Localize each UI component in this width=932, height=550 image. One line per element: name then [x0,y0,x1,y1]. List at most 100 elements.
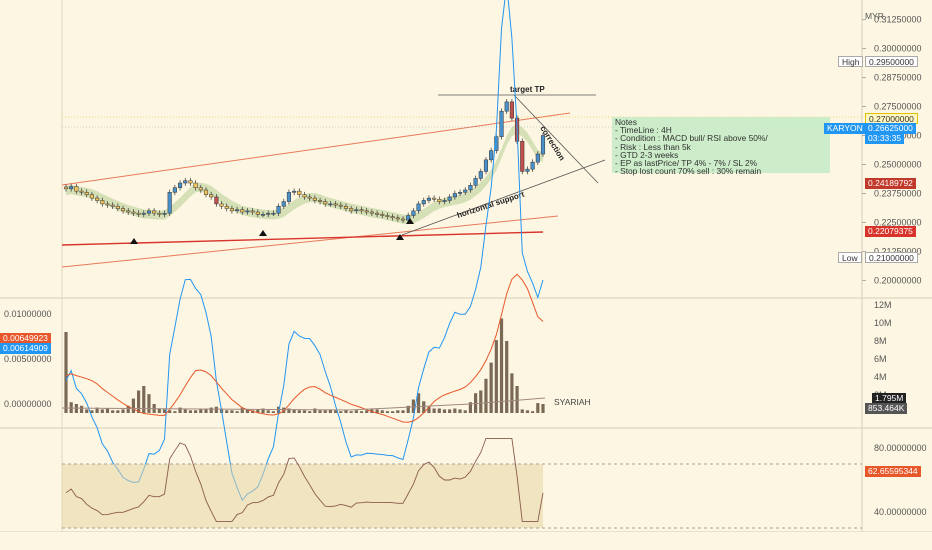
volume-bar [401,410,405,413]
candle-body [349,208,354,212]
candle-body [141,212,146,215]
candle-body [525,168,530,172]
candle-body [198,187,203,191]
volume-bar [375,409,379,413]
volume-bar [494,340,498,413]
volume-bar [292,409,296,413]
volume-ma-line [61,397,546,411]
candle-body [281,201,286,207]
volume-bar [230,410,234,413]
volume-bar [520,409,524,413]
volume-bar [287,408,291,413]
volume-badge: 1.795M [872,393,907,404]
volume-bar [396,410,400,413]
volume-bar [183,409,187,413]
volume-ma-badge: 853.464K [865,403,908,414]
candle-body [219,203,224,207]
candle-body [136,212,141,215]
volume-bar [453,408,457,413]
notes-box: Notes - TimeLine : 4H - Condition : MACD… [612,117,830,175]
buy-marker-3 [406,218,414,224]
volume-bar [131,398,136,413]
volume-bar [318,410,322,413]
price-tick-label-2: 0.28750000 [874,73,922,83]
rsi-tick-label-1: 40.00000000 [874,507,927,517]
candle-body [297,190,302,195]
volume-bar [427,406,431,413]
volume-bar [442,409,447,413]
long-ma-line [61,231,544,246]
candle-body [343,205,349,209]
candle-body [442,200,447,202]
target-tp-label: target TP [510,85,545,94]
candle-body [494,136,499,151]
macd-signal-badge: 0.00649923 [0,333,51,344]
rsi-tick-label-0: 80.00000000 [874,443,927,453]
volume-bar [380,410,384,413]
candle-body [266,212,271,215]
candle-body [478,171,483,179]
candle-body [178,182,183,188]
volume-bar [199,409,203,413]
candle-body [188,180,193,184]
candle-body [89,194,94,199]
price-tick-label-1: 0.30000000 [874,44,922,54]
volume-bar [136,390,141,413]
buy-marker-1 [259,230,267,236]
candle-body [333,203,338,206]
candle-body [209,194,214,198]
candle-body [432,197,437,200]
high-label: High [838,56,864,67]
volume-tick-label-0: 12M [874,300,892,310]
candle-body [452,193,457,198]
price-tick-label-6: 0.23750000 [874,188,922,198]
volume-bar [147,394,151,413]
candle-body [260,214,266,216]
price-tick-label-5: 0.25000000 [874,159,922,169]
candle-body [157,212,162,215]
volume-bar [354,410,358,413]
volume-bar [541,404,545,413]
volume-bar [90,410,94,413]
volume-bar [111,410,115,413]
candle-body [354,209,359,212]
volume-bar [385,411,390,413]
volume-bar [235,411,239,413]
candle-body [530,161,535,170]
candle-body [292,190,297,193]
candle-body [245,210,250,213]
candle-body [69,186,74,190]
macd-tick-label-1: 0.00500000 [4,354,52,364]
candle-body [447,196,452,201]
candle-body [421,200,426,205]
volume-bar [126,405,130,413]
candle-body [364,210,369,213]
candle-body [63,186,69,190]
symbol-badge[interactable]: KARYON [824,123,866,134]
volume-bar [266,410,270,413]
volume-bar [515,386,519,413]
volume-bar [188,410,193,413]
candle-body [395,217,400,220]
rsi-line [65,437,544,523]
candle-body [255,211,260,215]
candle-body [323,201,328,205]
candle-body [509,101,514,119]
price-tick-label-3: 0.27500000 [874,102,922,112]
price-tick-label-8: 0.21250000 [874,246,922,256]
candle-body [463,189,468,193]
candle-body [162,212,167,215]
candle-body [406,215,411,221]
candle-body [229,208,234,212]
candle-body [183,180,188,184]
volume-bar [484,378,488,413]
volume-bar [463,410,467,413]
signal-line [65,273,544,423]
volume-bar [422,401,426,413]
volume-bar [339,411,343,413]
volume-bar [245,409,250,413]
candle-body [328,203,333,206]
rsi-badge: 62.65595344 [865,466,921,477]
volume-tick-label-3: 6M [874,354,887,364]
